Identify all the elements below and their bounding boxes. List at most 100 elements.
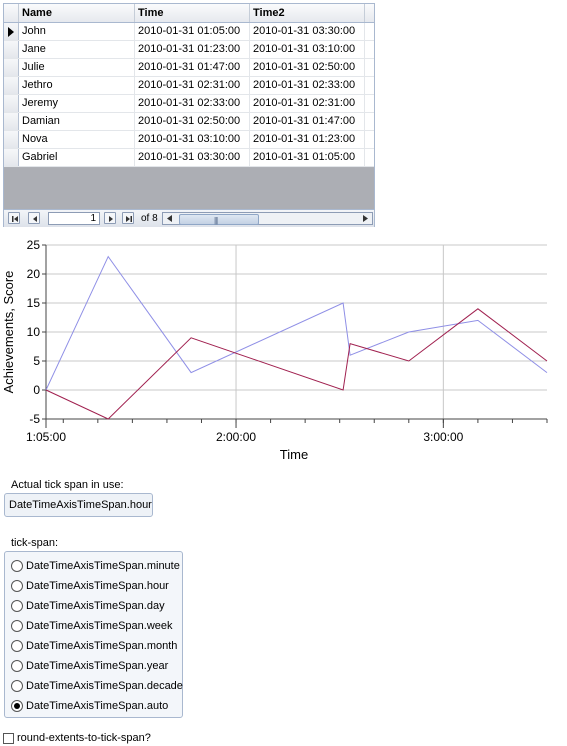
tick-span-option-label: DateTimeAxisTimeSpan.minute — [26, 560, 180, 572]
tick-span-group: DateTimeAxisTimeSpan.minute DateTimeAxisT… — [4, 551, 183, 718]
first-page-icon — [12, 216, 18, 222]
next-page-icon — [109, 216, 113, 222]
tick-span-option-label: DateTimeAxisTimeSpan.decade — [26, 680, 183, 692]
row-selector-header — [4, 4, 19, 22]
radio-icon[interactable] — [11, 580, 23, 592]
row-selector[interactable] — [4, 41, 19, 58]
cell-time2[interactable]: 2010-01-31 01:05:00 — [250, 149, 365, 166]
cell-time[interactable]: 2010-01-31 01:47:00 — [135, 59, 250, 76]
table-row[interactable]: Jethro 2010-01-31 02:31:00 2010-01-31 02:3… — [4, 77, 374, 95]
cell-name[interactable]: John — [19, 23, 135, 40]
y-axis: 25 20 15 10 5 0 -5 — [27, 238, 47, 426]
cell-time[interactable]: 2010-01-31 02:33:00 — [135, 95, 250, 112]
tick-span-option-label: DateTimeAxisTimeSpan.day — [26, 600, 165, 612]
x-tick-label: 1:05:00 — [26, 430, 66, 444]
x-axis-label: Time — [280, 447, 308, 462]
scroll-thumb[interactable]: ||| — [179, 214, 259, 225]
cell-time[interactable]: 2010-01-31 01:23:00 — [135, 41, 250, 58]
table-row[interactable]: John 2010-01-31 01:05:00 2010-01-31 03:30:… — [4, 23, 374, 41]
current-row-icon — [8, 27, 14, 37]
cell-name[interactable]: Damian — [19, 113, 135, 130]
grid-header: Name Time Time2 — [4, 4, 374, 23]
radio-icon[interactable] — [11, 660, 23, 672]
row-selector[interactable] — [4, 59, 19, 76]
last-page-button[interactable] — [122, 212, 134, 224]
row-selector[interactable] — [4, 131, 19, 148]
grid-empty-area — [4, 168, 374, 209]
table-row[interactable]: Jane 2010-01-31 01:23:00 2010-01-31 03:10:… — [4, 41, 374, 59]
cell-time[interactable]: 2010-01-31 02:31:00 — [135, 77, 250, 94]
y-tick-label: 0 — [33, 383, 40, 397]
horizontal-scrollbar[interactable]: ||| — [162, 212, 373, 225]
previous-page-icon — [33, 216, 37, 222]
radio-icon[interactable] — [11, 620, 23, 632]
data-grid[interactable]: Name Time Time2 John 2010-01-31 01:05:00 2… — [3, 3, 375, 227]
tick-span-option-label: DateTimeAxisTimeSpan.year — [26, 660, 169, 672]
grid-body: Name Time Time2 John 2010-01-31 01:05:00 2… — [4, 4, 374, 209]
row-selector[interactable] — [4, 77, 19, 94]
y-axis-label: Achievements, Score — [1, 271, 16, 394]
radio-icon[interactable] — [11, 680, 23, 692]
x-tick-label: 3:00:00 — [423, 430, 463, 444]
chart-series — [45, 255, 548, 420]
cell-time[interactable]: 2010-01-31 03:10:00 — [135, 131, 250, 148]
series-line-2 — [45, 308, 548, 420]
page-count-label: of 8 — [141, 213, 158, 224]
actual-span-label: Actual tick span in use: — [11, 479, 124, 491]
tick-span-label: tick-span: — [11, 537, 59, 549]
x-tick-label: 2:00:00 — [216, 430, 256, 444]
cell-time[interactable]: 2010-01-31 03:30:00 — [135, 149, 250, 166]
radio-icon[interactable] — [11, 640, 23, 652]
table-row[interactable]: Jeremy 2010-01-31 02:33:00 2010-01-31 02:3… — [4, 95, 374, 113]
scroll-right-icon — [363, 215, 368, 222]
cell-time2[interactable]: 2010-01-31 03:10:00 — [250, 41, 365, 58]
x-axis: 1:05:00 2:00:00 3:00:00 — [26, 418, 548, 444]
table-row[interactable]: Damian 2010-01-31 02:50:00 2010-01-31 01:4… — [4, 113, 374, 131]
previous-page-button[interactable] — [28, 212, 40, 224]
table-row[interactable]: Nova 2010-01-31 03:10:00 2010-01-31 01:23:… — [4, 131, 374, 149]
cell-name[interactable]: Julie — [19, 59, 135, 76]
cell-time[interactable]: 2010-01-31 01:05:00 — [135, 23, 250, 40]
table-row[interactable]: Julie 2010-01-31 01:47:00 2010-01-31 02:50… — [4, 59, 374, 77]
grid-navigator: 1 of 8 ||| — [4, 209, 374, 227]
cell-time2[interactable]: 2010-01-31 02:31:00 — [250, 95, 365, 112]
row-selector[interactable] — [4, 23, 19, 40]
cell-time2[interactable]: 2010-01-31 01:47:00 — [250, 113, 365, 130]
cell-time[interactable]: 2010-01-31 02:50:00 — [135, 113, 250, 130]
cell-name[interactable]: Gabriel — [19, 149, 135, 166]
cell-time2[interactable]: 2010-01-31 01:23:00 — [250, 131, 365, 148]
page-number-input[interactable]: 1 — [48, 212, 100, 225]
cell-name[interactable]: Nova — [19, 131, 135, 148]
cell-name[interactable]: Jethro — [19, 77, 135, 94]
radio-icon[interactable] — [11, 700, 23, 712]
cell-name[interactable]: Jane — [19, 41, 135, 58]
row-selector[interactable] — [4, 95, 19, 112]
cell-time2[interactable]: 2010-01-31 02:33:00 — [250, 77, 365, 94]
y-tick-label: 10 — [27, 325, 41, 339]
column-header-time2[interactable]: Time2 — [250, 4, 365, 22]
y-tick-label: 25 — [27, 238, 41, 252]
tick-span-option-label: DateTimeAxisTimeSpan.hour — [26, 580, 169, 592]
y-tick-label: -5 — [29, 412, 40, 426]
cell-time2[interactable]: 2010-01-31 03:30:00 — [250, 23, 365, 40]
cell-name[interactable]: Jeremy — [19, 95, 135, 112]
scroll-left-icon — [167, 215, 172, 222]
first-page-button[interactable] — [8, 212, 20, 224]
column-header-time[interactable]: Time — [135, 4, 250, 22]
series-line-1 — [45, 255, 548, 391]
table-row[interactable]: Gabriel 2010-01-31 03:30:00 2010-01-31 01:… — [4, 149, 374, 167]
round-extents-label[interactable]: round-extents-to-tick-span? — [17, 732, 151, 744]
row-selector[interactable] — [4, 149, 19, 166]
column-header-name[interactable]: Name — [19, 4, 135, 22]
time-chart: 25 20 15 10 5 0 -5 1:05:00 2:00:00 3:00:00 Achie… — [0, 236, 567, 468]
cell-time2[interactable]: 2010-01-31 02:50:00 — [250, 59, 365, 76]
tick-span-option-label: DateTimeAxisTimeSpan.week — [26, 620, 173, 632]
radio-icon[interactable] — [11, 600, 23, 612]
radio-icon[interactable] — [11, 560, 23, 572]
round-extents-checkbox[interactable] — [3, 733, 14, 744]
y-tick-label: 5 — [33, 354, 40, 368]
tick-span-option-label: DateTimeAxisTimeSpan.auto — [26, 700, 169, 712]
last-page-icon — [126, 216, 132, 222]
row-selector[interactable] — [4, 113, 19, 130]
next-page-button[interactable] — [104, 212, 116, 224]
